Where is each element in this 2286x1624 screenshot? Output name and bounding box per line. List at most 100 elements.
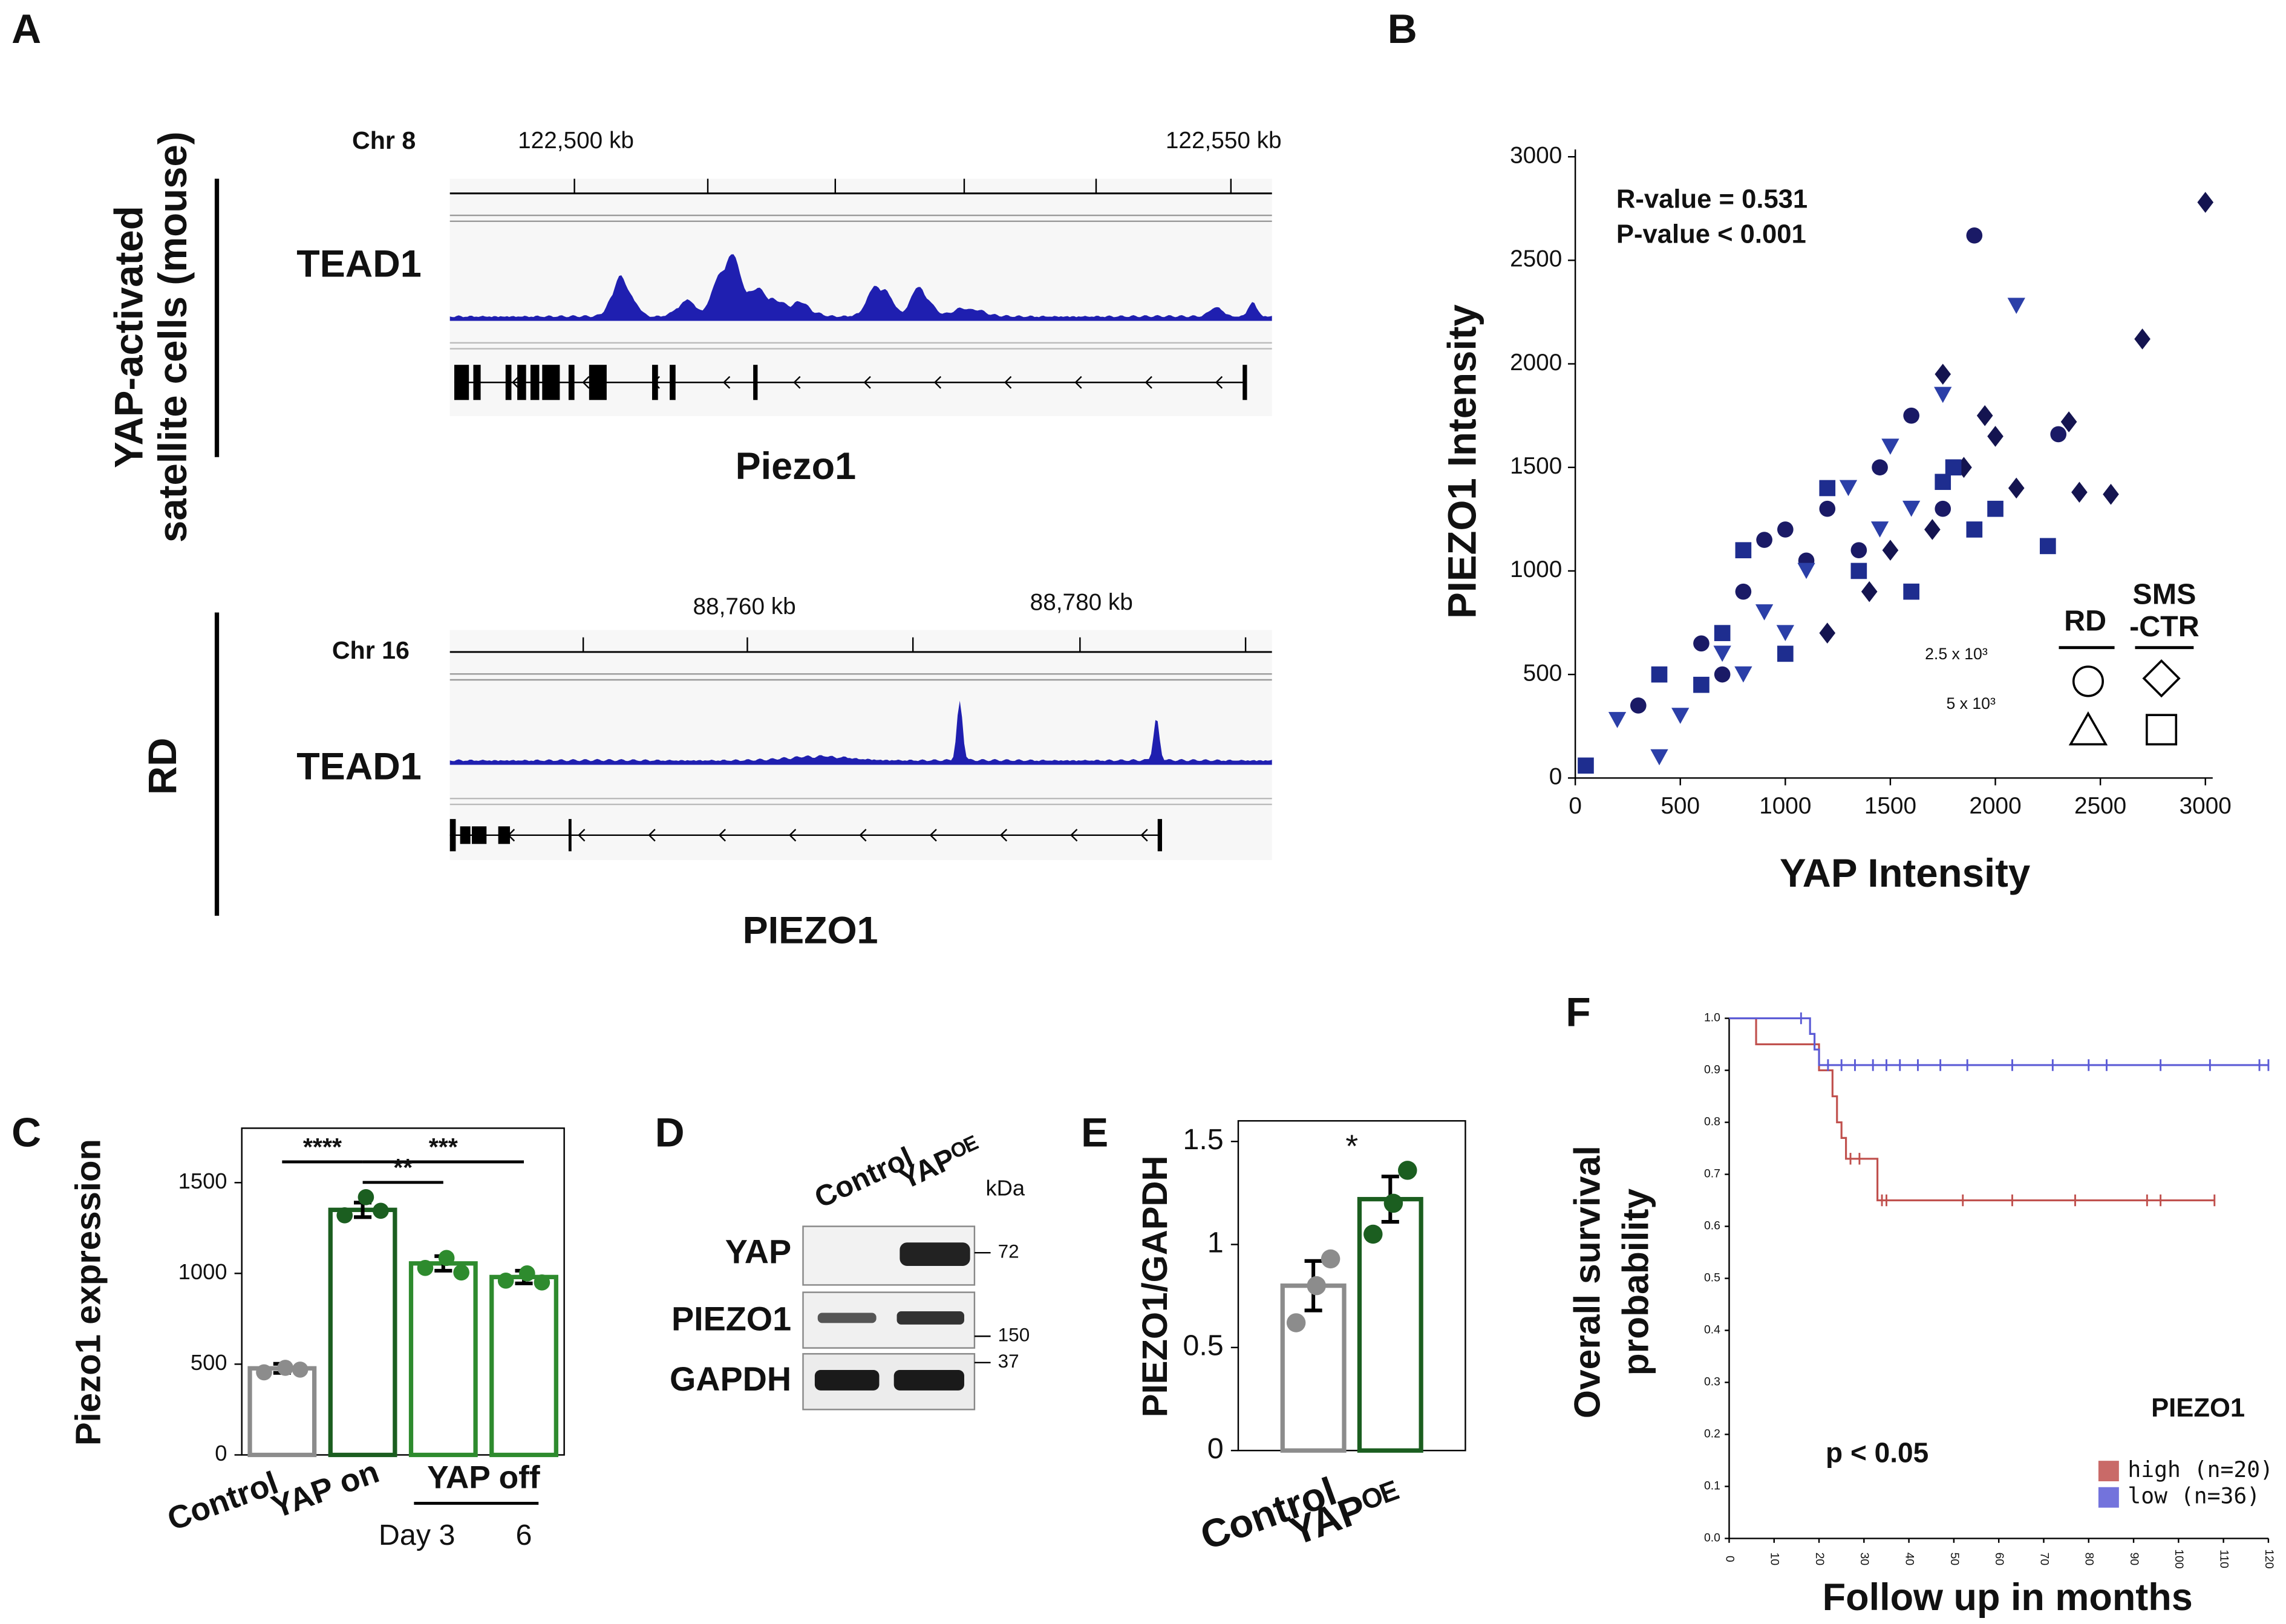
annotation: R-value = 0.531 [1616,184,1808,214]
x-tick-label: 100 [2172,1549,2186,1569]
y-tick-label: 0.7 [1704,1167,1720,1181]
point [1987,500,2004,517]
point [1735,542,1752,559]
bar [328,1207,397,1458]
exon [589,365,607,400]
strand-arrow [863,376,871,389]
point [1882,540,1899,561]
significance: **** [303,1133,342,1161]
legend-label: low (n=36) [2128,1483,2260,1509]
legend-swatch [2098,1461,2119,1482]
exon [498,826,511,844]
x-tick-label: 0 [1569,793,1582,819]
point [2060,411,2077,432]
data-point [1363,1224,1383,1244]
point [1903,407,1919,424]
lane-label: YAPᴼᴱ [895,1130,985,1196]
exon [542,365,560,400]
point [1714,666,1731,683]
x-tick-label: 60 [1993,1553,2006,1566]
marker: 37 [998,1350,1019,1372]
exon [505,365,512,400]
data-point [453,1264,469,1281]
panel-letter: D [655,1110,685,1155]
cell-label: satellite cells (mouse) [151,131,195,543]
point [2050,426,2067,443]
legend-header: SMS [2132,578,2196,611]
point [1734,666,1752,683]
point [1861,581,1878,602]
y-tick-label: 0.0 [1704,1531,1720,1545]
point [1713,645,1731,662]
exon [568,819,572,852]
y-tick-label: 0.8 [1704,1115,1720,1129]
y-axis-label: Piezo1 expression [69,1139,108,1446]
legend-symbol [2072,665,2104,697]
bar [247,1366,317,1458]
exon [473,365,481,400]
strand-arrow [582,376,590,389]
y-tick-label: 1.0 [1704,1011,1720,1025]
point [2071,481,2088,503]
y-tick-label: 0 [215,1441,227,1466]
exon [1243,365,1247,400]
panel-letter: B [1388,7,1417,52]
point [1976,405,1993,426]
data-point [336,1207,353,1224]
protein: GAPDH [670,1360,791,1398]
y-tick-label: 500 [191,1350,227,1375]
legend-symbol [2146,714,2178,746]
data-point [497,1273,514,1289]
x-tick-label: 1500 [1864,793,1916,819]
point [1714,625,1731,641]
panel-letter: A [11,7,41,52]
point [1935,364,1951,385]
x-tick-label: 40 [1903,1553,1916,1566]
x-tick-label: 3000 [2180,793,2232,819]
panel-a [214,178,1272,916]
strand-arrow [1145,376,1152,389]
point [1797,563,1815,579]
y-axis-label: Overall survival [1566,1146,1607,1418]
point [2103,483,2119,505]
strand-arrow [788,829,797,842]
signal-label: TEAD1 [296,243,421,285]
exon [517,365,526,400]
point [1924,519,1941,540]
plot-frame [241,1127,565,1456]
signal-label: TEAD1 [296,745,421,788]
annotation: P-value < 0.001 [1616,220,1806,249]
y-tick-label: 2500 [1510,246,1562,272]
x-tick-label: 10 [1768,1553,1781,1566]
point [2197,192,2214,213]
y-tick-label: 1500 [178,1169,227,1193]
strand-arrow [722,376,731,389]
y-tick-label: 0.5 [1183,1329,1223,1362]
x-tick-label: YAP on [267,1454,384,1525]
data-point [277,1360,293,1376]
gene-label: Piezo1 [736,445,856,488]
y-axis-label: probability [1615,1189,1656,1376]
strand-arrow [929,829,937,842]
strand-arrow [718,829,726,842]
exon [472,826,487,844]
point [1903,583,1919,600]
y-tick-label: 0.2 [1704,1427,1720,1441]
data-point [519,1265,535,1282]
data-point [1383,1193,1403,1213]
x-tick-label: 110 [2218,1550,2231,1568]
y-tick-label: 1.5 [1183,1123,1223,1156]
data-point [438,1250,455,1267]
point [1872,459,1888,476]
data-point [358,1189,374,1205]
point [1630,697,1647,714]
strand-arrow [578,829,586,842]
x-tick-label: 30 [1858,1553,1871,1566]
point [1819,622,1836,644]
exon [460,826,471,844]
x-tick-label: 90 [2128,1553,2141,1566]
band [893,1369,964,1391]
y-tick-label: 500 [1523,660,1563,686]
y-tick-label: 0.9 [1704,1063,1720,1077]
